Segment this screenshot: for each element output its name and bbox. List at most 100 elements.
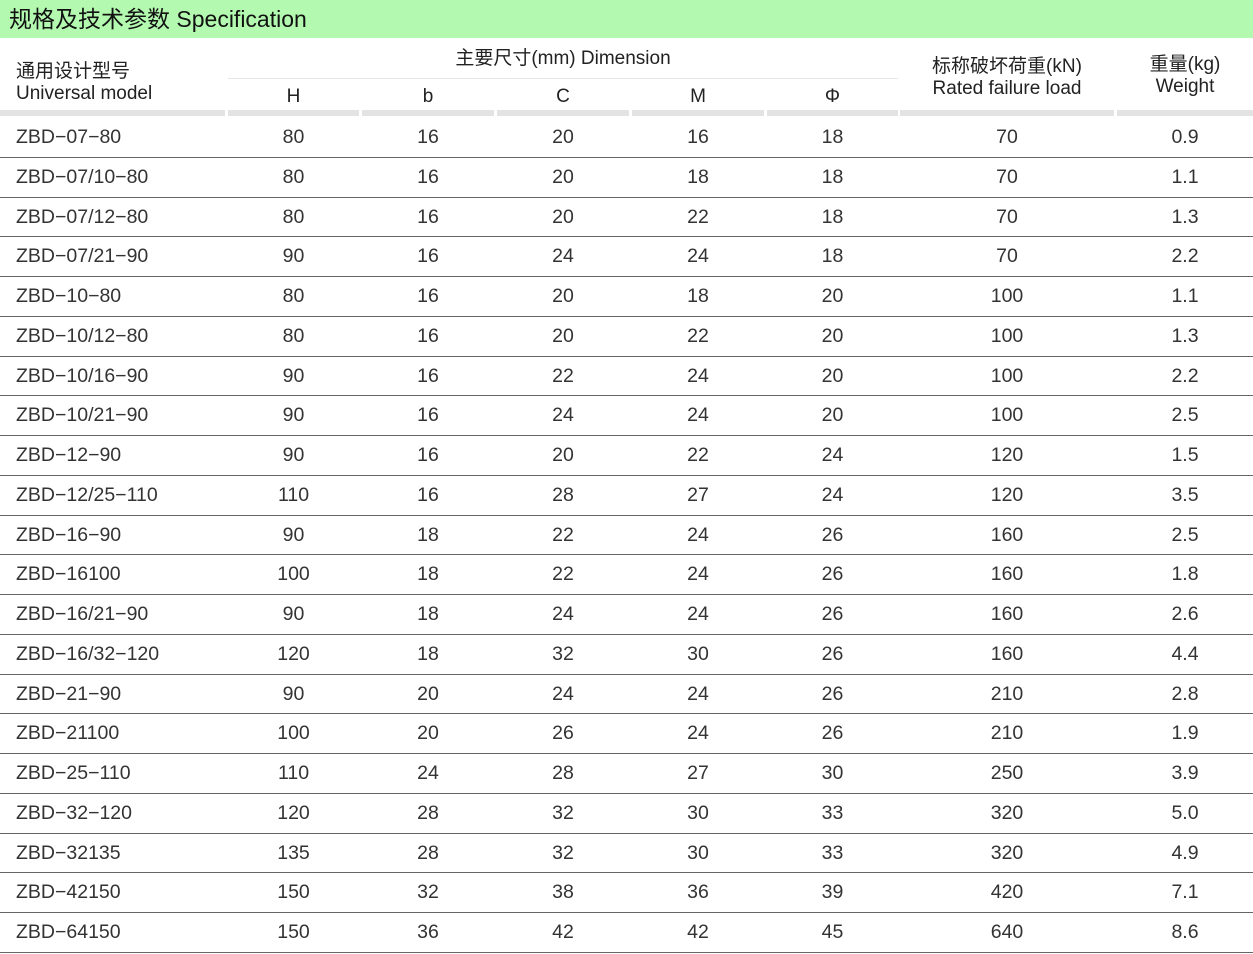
cell-c: 38: [552, 881, 574, 904]
cell-h: 80: [282, 285, 305, 307]
cell-b: 20: [417, 682, 439, 705]
cell-b: 16: [417, 205, 439, 228]
cell-m: 30: [687, 642, 709, 665]
cell-phi: 26: [821, 523, 844, 546]
cell-h: 90: [282, 523, 305, 546]
dim-header-phi: Φ: [824, 86, 841, 107]
cell-c: 24: [552, 404, 574, 427]
cell-weight: 8.6: [1171, 921, 1199, 943]
cell-c: 22: [552, 563, 574, 586]
cell-b: 16: [417, 324, 439, 347]
cell-b: 16: [417, 483, 439, 506]
cell-weight: 7.1: [1171, 881, 1199, 904]
table-row: ZBD−10/21−90 90 16 24 24 20 100 2.5: [0, 396, 1253, 436]
cell-weight: 1.1: [1171, 165, 1199, 188]
cell-m: 30: [687, 801, 709, 824]
cell-load: 100: [990, 364, 1024, 387]
cell-weight: 1.3: [1171, 324, 1199, 347]
cell-b: 18: [417, 563, 439, 586]
cell-weight: 2.2: [1171, 364, 1199, 387]
cell-phi: 26: [821, 603, 844, 625]
cell-phi: 20: [821, 364, 844, 387]
table-row: ZBD−10−80 80 16 20 18 20 100 1.1: [0, 277, 1253, 317]
cell-m: 30: [687, 841, 709, 864]
dim-header-b: b: [422, 86, 434, 107]
cell-c: 32: [552, 642, 574, 665]
table-row: ZBD−16−90 90 18 22 24 26 160 2.5: [0, 516, 1253, 556]
cell-h: 80: [282, 165, 305, 188]
cell-h: 135: [277, 841, 310, 864]
cell-c: 20: [552, 126, 574, 148]
cell-c: 22: [552, 523, 574, 546]
section-title: 规格及技术参数 Specification: [0, 0, 1253, 38]
cell-m: 42: [687, 921, 709, 943]
cell-load: 70: [996, 245, 1018, 268]
cell-c: 20: [552, 444, 574, 466]
cell-b: 16: [417, 245, 439, 268]
cell-phi: 24: [821, 483, 844, 506]
model-header-cn: 通用设计型号: [16, 61, 131, 82]
cell-c: 24: [552, 603, 574, 625]
dim-header-m: M: [690, 86, 706, 107]
table-row: ZBD−16/32−120 120 18 32 30 26 160 4.4: [0, 635, 1253, 675]
divider: [228, 78, 898, 79]
cell-load: 420: [990, 881, 1024, 904]
cell-m: 18: [687, 285, 709, 307]
cell-phi: 20: [821, 285, 844, 307]
cell-phi: 18: [821, 165, 844, 188]
cell-model: ZBD−42150: [16, 881, 121, 904]
cell-weight: 0.9: [1171, 126, 1199, 148]
cell-load: 120: [990, 483, 1024, 506]
header-bar: [900, 110, 1114, 116]
cell-b: 18: [417, 642, 439, 665]
cell-b: 16: [417, 404, 439, 427]
cell-m: 36: [687, 881, 709, 904]
cell-c: 22: [552, 364, 574, 387]
cell-weight: 1.5: [1171, 444, 1199, 466]
cell-model: ZBD−07/21−90: [16, 245, 149, 268]
cell-phi: 26: [821, 563, 844, 586]
cell-c: 20: [552, 205, 574, 228]
cell-weight: 2.5: [1171, 523, 1199, 546]
table-row: ZBD−07/10−80 80 16 20 18 18 70 1.1: [0, 158, 1253, 198]
cell-phi: 33: [821, 801, 844, 824]
cell-phi: 18: [821, 205, 844, 228]
cell-b: 36: [417, 921, 439, 943]
cell-h: 90: [282, 364, 305, 387]
table-row: ZBD−64150 150 36 42 42 45 640 8.6: [0, 913, 1253, 953]
table-row: ZBD−10/12−80 80 16 20 22 20 100 1.3: [0, 317, 1253, 357]
cell-m: 22: [687, 205, 709, 228]
cell-c: 24: [552, 682, 574, 705]
cell-load: 320: [990, 841, 1024, 864]
table-row: ZBD−07/12−80 80 16 20 22 18 70 1.3: [0, 198, 1253, 238]
cell-m: 18: [687, 165, 709, 188]
cell-b: 16: [417, 165, 439, 188]
cell-load: 160: [990, 523, 1024, 546]
load-header-cn: 标称破坏荷重(kN): [932, 56, 1082, 77]
cell-load: 160: [990, 603, 1024, 625]
cell-m: 22: [687, 324, 709, 347]
cell-m: 24: [687, 682, 709, 705]
cell-weight: 4.9: [1171, 841, 1199, 864]
cell-h: 90: [282, 682, 305, 705]
dim-header-h: H: [286, 86, 301, 107]
cell-b: 24: [417, 762, 439, 784]
cell-model: ZBD−16/32−120: [16, 642, 160, 665]
cell-load: 640: [990, 921, 1024, 943]
table-row: ZBD−16100 100 18 22 24 26 160 1.8: [0, 555, 1253, 595]
table-row: ZBD−25−110 110 24 28 27 30 250 3.9: [0, 754, 1253, 794]
cell-model: ZBD−07−80: [16, 126, 122, 148]
cell-m: 24: [687, 722, 709, 745]
cell-b: 20: [417, 722, 439, 745]
cell-b: 28: [417, 801, 439, 824]
cell-load: 70: [996, 165, 1018, 188]
cell-model: ZBD−10/21−90: [16, 404, 149, 427]
header-bar: [1117, 110, 1253, 116]
cell-weight: 2.6: [1171, 603, 1199, 625]
cell-phi: 20: [821, 404, 844, 427]
cell-phi: 18: [821, 245, 844, 268]
cell-phi: 18: [821, 126, 844, 148]
cell-m: 27: [687, 762, 709, 784]
cell-h: 110: [277, 483, 310, 506]
cell-h: 150: [277, 881, 310, 904]
